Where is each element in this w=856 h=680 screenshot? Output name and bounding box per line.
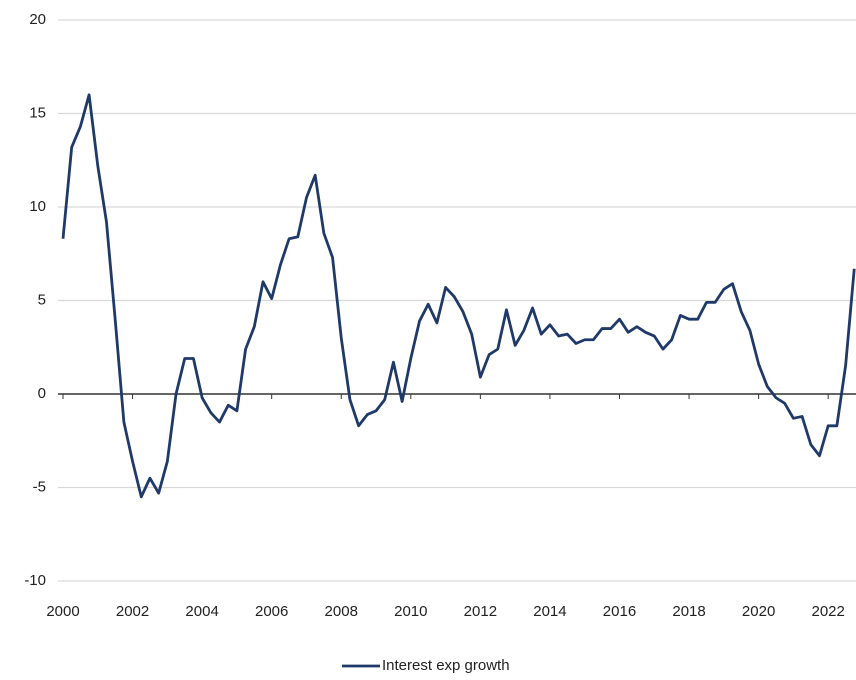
y-tick-label: 20 [29, 11, 46, 28]
x-tick-label: 2016 [603, 603, 636, 620]
x-tick-label: 2004 [185, 603, 218, 620]
y-tick-label: 15 [29, 104, 46, 121]
legend-label: Interest exp growth [382, 657, 510, 674]
y-tick-label: -5 [33, 478, 46, 495]
x-tick-label: 2008 [325, 603, 358, 620]
x-tick-label: 2012 [464, 603, 497, 620]
y-tick-label: -10 [24, 572, 46, 589]
x-tick-label: 2018 [672, 603, 705, 620]
y-tick-label: 10 [29, 198, 46, 215]
y-tick-label: 5 [38, 291, 46, 308]
x-tick-label: 2000 [46, 603, 79, 620]
x-tick-label: 2022 [811, 603, 844, 620]
x-tick-label: 2002 [116, 603, 149, 620]
x-tick-label: 2010 [394, 603, 427, 620]
x-tick-label: 2014 [533, 603, 566, 620]
series-line [61, 93, 856, 499]
x-tick-label: 2020 [742, 603, 775, 620]
x-tick-label: 2006 [255, 603, 288, 620]
y-tick-label: 0 [38, 385, 46, 402]
